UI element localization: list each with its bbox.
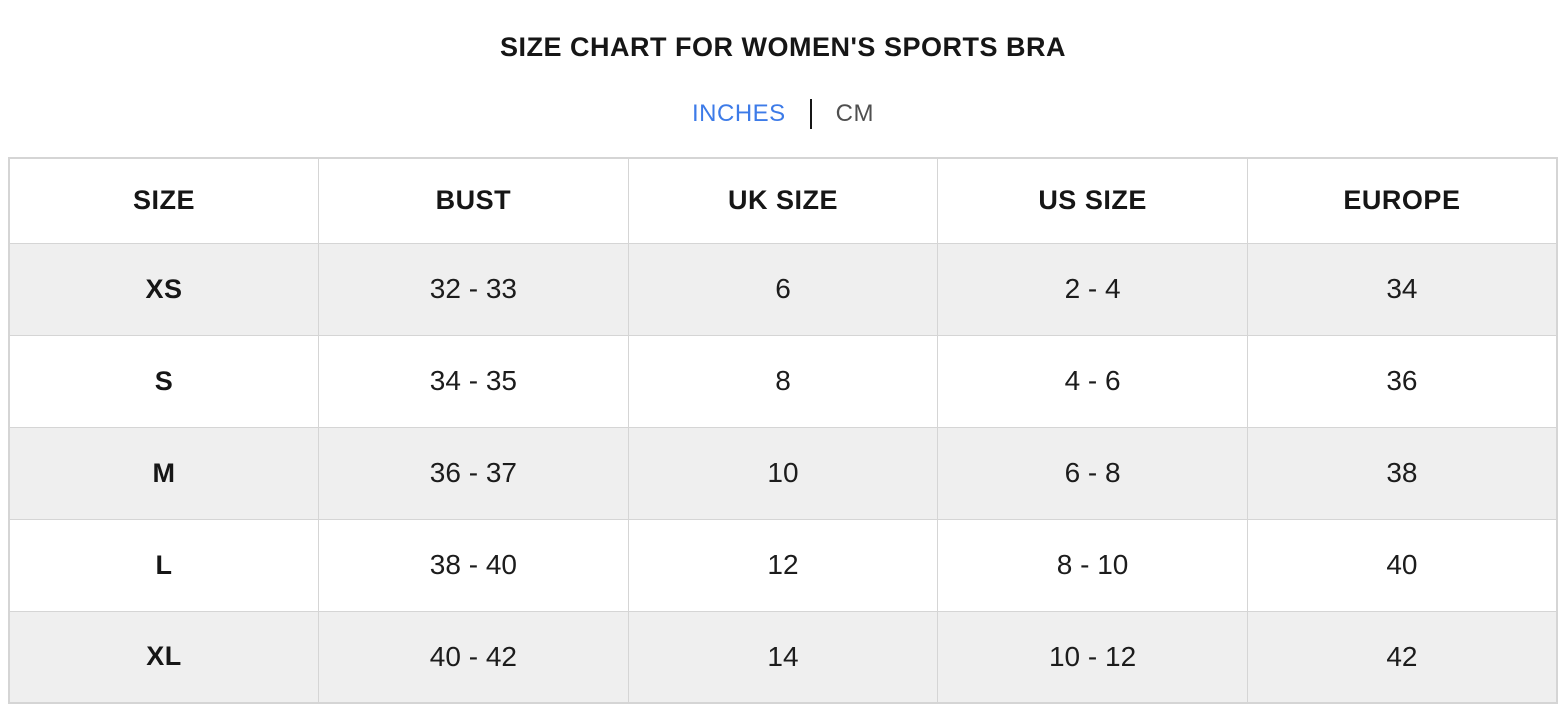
cell-us-size: 8 - 10 bbox=[937, 518, 1248, 612]
unit-toggle-divider bbox=[809, 99, 812, 129]
unit-option-inches[interactable]: INCHES bbox=[691, 100, 786, 127]
cell-uk-size: 6 bbox=[627, 242, 939, 336]
column-header-us-size: US SIZE bbox=[937, 157, 1248, 244]
cell-us-size: 6 - 8 bbox=[937, 426, 1248, 520]
header-row: SIZE BUST UK SIZE US SIZE EUROPE bbox=[8, 157, 1558, 244]
column-header-uk-size: UK SIZE bbox=[627, 157, 939, 244]
cell-bust: 40 - 42 bbox=[318, 610, 629, 704]
cell-europe: 36 bbox=[1246, 334, 1558, 428]
cell-uk-size: 12 bbox=[627, 518, 939, 612]
cell-us-size: 10 - 12 bbox=[937, 610, 1248, 704]
table-row-xl: XL 40 - 42 14 10 - 12 42 bbox=[8, 610, 1558, 704]
cell-size: XS bbox=[8, 242, 320, 336]
cell-size: M bbox=[8, 426, 320, 520]
cell-uk-size: 8 bbox=[627, 334, 939, 428]
cell-size: S bbox=[8, 334, 320, 428]
cell-europe: 34 bbox=[1246, 242, 1558, 336]
size-chart-table: SIZE BUST UK SIZE US SIZE EUROPE XS 32 -… bbox=[8, 157, 1558, 704]
cell-europe: 38 bbox=[1246, 426, 1558, 520]
table-row-xs: XS 32 - 33 6 2 - 4 34 bbox=[8, 242, 1558, 336]
cell-size: L bbox=[8, 518, 320, 612]
table-row-l: L 38 - 40 12 8 - 10 40 bbox=[8, 518, 1558, 612]
cell-bust: 34 - 35 bbox=[318, 334, 629, 428]
column-header-size: SIZE bbox=[8, 157, 320, 244]
cell-uk-size: 10 bbox=[627, 426, 939, 520]
table-row-m: M 36 - 37 10 6 - 8 38 bbox=[8, 426, 1558, 520]
cell-bust: 38 - 40 bbox=[318, 518, 629, 612]
unit-toggle: INCHES CM bbox=[0, 99, 1566, 129]
page-title: SIZE CHART FOR WOMEN'S SPORTS BRA bbox=[500, 32, 1066, 62]
cell-size: XL bbox=[8, 610, 320, 704]
table-row-s: S 34 - 35 8 4 - 6 36 bbox=[8, 334, 1558, 428]
cell-uk-size: 14 bbox=[627, 610, 939, 704]
cell-europe: 40 bbox=[1246, 518, 1558, 612]
cell-bust: 36 - 37 bbox=[318, 426, 629, 520]
cell-us-size: 2 - 4 bbox=[937, 242, 1248, 336]
unit-option-cm[interactable]: CM bbox=[835, 100, 874, 127]
column-header-europe: EUROPE bbox=[1246, 157, 1558, 244]
cell-us-size: 4 - 6 bbox=[937, 334, 1248, 428]
column-header-bust: BUST bbox=[318, 157, 629, 244]
cell-europe: 42 bbox=[1246, 610, 1558, 704]
cell-bust: 32 - 33 bbox=[318, 242, 629, 336]
